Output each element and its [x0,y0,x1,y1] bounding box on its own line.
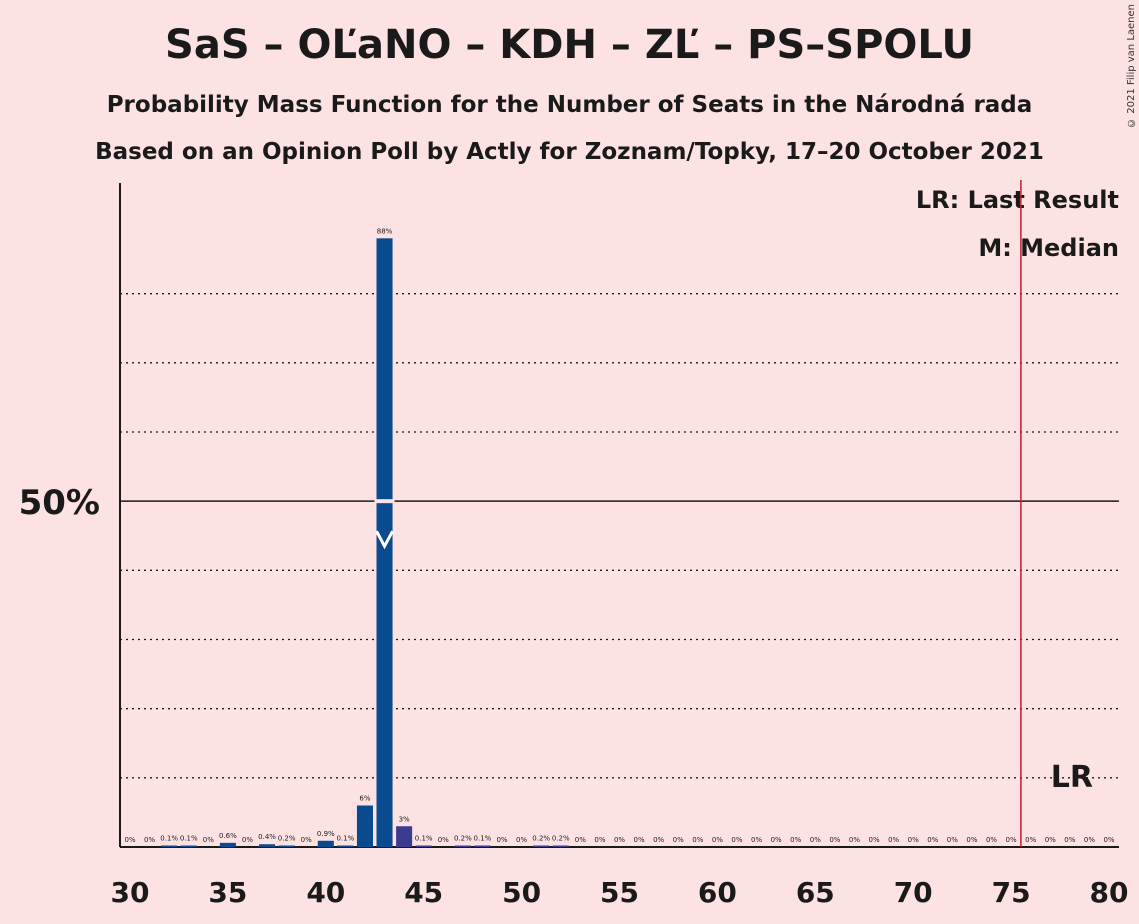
data-label: 0% [496,836,507,844]
data-label: 0% [1045,836,1056,844]
bar [454,845,471,847]
data-label: 0% [888,836,899,844]
data-label: 0.2% [552,835,570,843]
x-tick-label: 75 [992,876,1031,909]
data-label: 0% [790,836,801,844]
x-tick-label: 50 [502,876,541,909]
data-label: 0.1% [474,835,492,843]
x-tick-label: 55 [600,876,639,909]
median-marker [375,530,394,550]
data-label: 0% [1103,836,1114,844]
x-tick-label: 60 [698,876,737,909]
bar [376,238,393,848]
median-bar-gap [374,499,395,504]
chart-subtitle: Probability Mass Function for the Number… [106,92,1033,118]
bar [415,845,432,847]
data-label: 0% [516,836,527,844]
x-tick-label: 80 [1090,876,1129,909]
chart-title: SaS – OĽaNO – KDH – ZĽ – PS–SPOLU [165,22,974,68]
chart-subtitle-source: Based on an Opinion Poll by Actly for Zo… [95,139,1044,165]
data-label: 0.2% [278,835,296,843]
data-label: 6% [359,795,370,803]
data-label: 0% [634,836,645,844]
bar [356,805,373,847]
data-label: 0% [692,836,703,844]
data-label: 0% [810,836,821,844]
data-label: 0.2% [532,835,550,843]
data-label: 0% [614,836,625,844]
data-label: 0% [908,836,919,844]
data-label: 0.6% [219,832,237,840]
data-label: 0.4% [258,833,276,841]
data-label: 0% [653,836,664,844]
x-tick-label: 45 [404,876,443,909]
data-label: 0% [731,836,742,844]
x-tick-label: 30 [111,876,150,909]
data-label: 0% [203,836,214,844]
data-label: 0.1% [180,835,198,843]
y-tick-label: 50% [19,483,100,523]
data-label: 0% [751,836,762,844]
data-label: 88% [377,227,393,235]
x-tick-label: 40 [306,876,345,909]
data-label: 0% [575,836,586,844]
data-label: 0.1% [160,835,178,843]
data-label: 0% [144,836,155,844]
bar [278,845,295,847]
last-result-marker: LR [1051,760,1093,795]
data-label: 0% [947,836,958,844]
bar [259,844,276,847]
bar [552,845,569,847]
bar [219,842,236,847]
data-label: 0% [712,836,723,844]
data-label: 0% [1006,836,1017,844]
data-label: 0% [673,836,684,844]
data-label: 0% [594,836,605,844]
x-tick-label: 65 [796,876,835,909]
bar [161,845,178,847]
bar [337,845,354,847]
data-label: 0.1% [415,835,433,843]
bar [180,845,197,847]
bar [317,840,334,847]
x-tick-label: 70 [894,876,933,909]
data-label: 0% [1084,836,1095,844]
data-label: 0% [301,836,312,844]
legend-median: M: Median [978,234,1119,262]
data-label: 0% [829,836,840,844]
data-label: 0% [986,836,997,844]
data-label: 0% [438,836,449,844]
data-label: 0% [242,836,253,844]
data-label: 0% [849,836,860,844]
data-label: 0.9% [317,830,335,838]
data-label: 0.2% [454,835,472,843]
bar [396,826,413,847]
bar [533,845,550,847]
data-label: 0% [1025,836,1036,844]
data-label: 3% [399,815,410,823]
x-tick-label: 35 [208,876,247,909]
data-label: 0.1% [336,835,354,843]
data-label: 0% [868,836,879,844]
legend-last-result: LR: Last Result [915,186,1119,214]
data-label: 0% [771,836,782,844]
data-label: 0% [927,836,938,844]
data-label: 0% [1064,836,1075,844]
data-label: 0% [124,836,135,844]
bar [474,845,491,847]
data-label: 0% [966,836,977,844]
